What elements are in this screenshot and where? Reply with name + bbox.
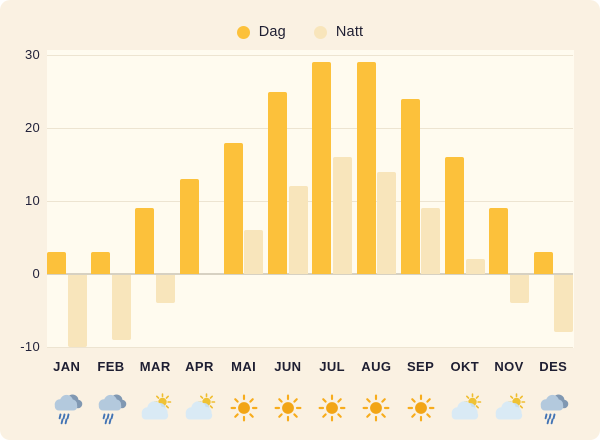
bar-natt-nov [509, 275, 529, 304]
bar-dag-jul [312, 62, 332, 274]
weather-icon-sep [404, 390, 438, 426]
weather-icon-jun [271, 390, 305, 426]
bar-dag-nov [489, 208, 509, 274]
legend-item-label: Dag [258, 24, 286, 40]
x-axis-label-aug: AUG [361, 359, 392, 374]
bar-natt-sep [421, 208, 441, 274]
bar-dag-mai [223, 142, 243, 274]
weather-icon-mar [138, 390, 172, 426]
sun-behind-cloud-icon [492, 393, 526, 423]
bar-natt-feb [111, 275, 131, 340]
legend-item-dag[interactable]: Dag [236, 24, 286, 40]
weather-icon-apr [182, 390, 216, 426]
y-tick-label: 20 [24, 120, 40, 135]
bar-natt-jan [67, 275, 87, 347]
legend-dot-icon [236, 25, 250, 39]
x-axis-label-nov: NOV [494, 359, 524, 374]
bar-dag-jan [47, 252, 66, 274]
sun-icon [406, 393, 436, 423]
gridline [47, 347, 573, 348]
plot-area [47, 55, 573, 348]
plot-background [47, 50, 574, 348]
legend-dot-icon [313, 25, 327, 39]
rain-cloud-icon [95, 391, 127, 425]
gridline [47, 201, 573, 202]
sun-behind-cloud-icon [448, 393, 482, 423]
x-axis-label-mai: MAI [231, 359, 257, 374]
x-axis-label-okt: OKT [450, 359, 480, 374]
rain-cloud-icon [51, 391, 83, 425]
weather-icon-mai [227, 390, 261, 426]
weather-icon-des [536, 390, 570, 426]
chart-legend: Dag Natt [0, 22, 600, 42]
bar-natt-des [554, 275, 573, 333]
x-axis-label-des: DES [539, 359, 568, 374]
sun-behind-cloud-icon [182, 393, 216, 423]
weather-icon-nov [492, 390, 526, 426]
x-axis-label-sep: SEP [406, 359, 435, 374]
sun-icon [317, 393, 347, 423]
weather-icon-aug [359, 390, 393, 426]
sun-icon [229, 393, 259, 423]
bar-natt-jun [288, 186, 308, 274]
bar-natt-aug [377, 171, 397, 274]
y-tick-label: -10 [20, 339, 40, 354]
bar-dag-mar [135, 208, 155, 274]
bar-dag-feb [91, 252, 111, 274]
sun-behind-cloud-icon [138, 393, 172, 423]
x-axis-label-mar: MAR [139, 359, 171, 374]
bar-dag-aug [356, 62, 376, 274]
y-tick-label: 0 [32, 266, 40, 281]
bar-dag-des [533, 252, 553, 274]
x-axis-label-jan: JAN [53, 359, 81, 374]
sun-icon [273, 393, 303, 423]
gridline [47, 55, 573, 56]
rain-cloud-icon [537, 391, 569, 425]
weather-icon-feb [94, 390, 128, 426]
bar-natt-jul [332, 157, 352, 274]
x-axis-label-jun: JUN [274, 359, 302, 374]
y-tick-label: 10 [24, 193, 40, 208]
weather-icon-jan [50, 390, 84, 426]
bar-dag-sep [400, 98, 420, 274]
x-axis-label-jul: JUL [319, 359, 345, 374]
bar-dag-jun [268, 91, 288, 274]
weather-icon-okt [448, 390, 482, 426]
x-axis-label-feb: FEB [97, 359, 125, 374]
legend-item-label: Natt [335, 24, 364, 40]
zero-baseline [47, 273, 573, 275]
bar-natt-mar [155, 275, 175, 304]
bar-natt-okt [465, 259, 485, 274]
weather-icon-jul [315, 390, 349, 426]
gridline [47, 128, 573, 129]
bar-natt-mai [244, 230, 264, 274]
bar-dag-apr [179, 179, 199, 274]
sun-icon [361, 393, 391, 423]
bar-dag-okt [445, 157, 465, 274]
legend-item-natt[interactable]: Natt [313, 24, 364, 40]
y-tick-label: 30 [24, 47, 40, 62]
x-axis-label-apr: APR [185, 359, 214, 374]
